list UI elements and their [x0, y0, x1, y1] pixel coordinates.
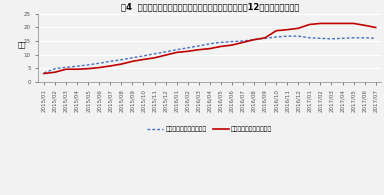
リサイクル中業種出店数 — [340, 37, 345, 40]
リサイクル中業種出店数 — [351, 37, 356, 39]
リサイクル中業種退店数 — [64, 68, 68, 70]
リサイクル中業種退店数 — [197, 49, 201, 51]
リサイクル中業種出店数 — [252, 38, 257, 41]
リサイクル中業種退店数 — [218, 45, 223, 48]
リサイクル中業種出店数 — [241, 40, 245, 42]
リサイクル中業種退店数 — [274, 30, 278, 32]
リサイクル中業種出店数 — [373, 37, 378, 40]
リサイクル中業種退店数 — [75, 68, 79, 70]
Title: 図4  リサイクル中業種における月別出店数･退店数の12ヶ月移動平均推移: 図4 リサイクル中業種における月別出店数･退店数の12ヶ月移動平均推移 — [121, 3, 299, 12]
リサイクル中業種出店数 — [318, 37, 323, 40]
リサイクル中業種退店数 — [296, 27, 301, 29]
リサイクル中業種出店数 — [307, 37, 312, 39]
Line: リサイクル中業種退店数: リサイクル中業種退店数 — [44, 23, 376, 74]
リサイクル中業種出店数 — [119, 58, 124, 61]
リサイクル中業種退店数 — [351, 22, 356, 25]
リサイクル中業種退店数 — [141, 58, 146, 61]
リサイクル中業種退店数 — [241, 41, 245, 43]
リサイクル中業種出店数 — [108, 60, 113, 63]
リサイクル中業種出店数 — [130, 57, 135, 59]
リサイクル中業種出店数 — [152, 53, 157, 55]
リサイクル中業種出店数 — [141, 55, 146, 57]
リサイクル中業種出店数 — [86, 64, 91, 66]
リサイクル中業種退店数 — [318, 22, 323, 25]
リサイクル中業種出店数 — [53, 67, 57, 70]
リサイクル中業種退店数 — [362, 24, 367, 27]
リサイクル中業種退店数 — [108, 65, 113, 67]
リサイクル中業種退店数 — [230, 44, 234, 46]
リサイクル中業種出店数 — [218, 41, 223, 43]
リサイクル中業種出店数 — [274, 36, 278, 38]
Legend: リサイクル中業種出店数, リサイクル中業種退店数: リサイクル中業種出店数, リサイクル中業種退店数 — [145, 124, 275, 135]
リサイクル中業種退店数 — [185, 50, 190, 52]
リサイクル中業種退店数 — [207, 47, 212, 50]
リサイクル中業種退店数 — [152, 57, 157, 59]
リサイクル中業種出店数 — [64, 66, 68, 68]
リサイクル中業種退店数 — [41, 72, 46, 75]
リサイクル中業種出店数 — [174, 49, 179, 51]
リサイクル中業種出店数 — [41, 72, 46, 74]
リサイクル中業種退店数 — [340, 22, 345, 25]
リサイクル中業種退店数 — [252, 38, 257, 41]
リサイクル中業種出店数 — [185, 47, 190, 49]
Line: リサイクル中業種出店数: リサイクル中業種出店数 — [44, 36, 376, 73]
リサイクル中業種退店数 — [329, 22, 334, 25]
リサイクル中業種出店数 — [197, 45, 201, 47]
リサイクル中業種出店数 — [263, 37, 267, 40]
リサイクル中業種退店数 — [130, 60, 135, 63]
リサイクル中業種出店数 — [97, 62, 101, 64]
リサイクル中業種出店数 — [296, 35, 301, 37]
リサイクル中業種退店数 — [285, 28, 290, 31]
リサイクル中業種退店数 — [373, 26, 378, 29]
リサイクル中業種退店数 — [263, 37, 267, 39]
リサイクル中業種退店数 — [174, 51, 179, 54]
Y-axis label: 店数: 店数 — [18, 41, 26, 48]
リサイクル中業種退店数 — [119, 63, 124, 65]
リサイクル中業種出店数 — [163, 51, 168, 53]
リサイクル中業種退店数 — [86, 67, 91, 70]
リサイクル中業種退店数 — [163, 54, 168, 56]
リサイクル中業種出店数 — [75, 65, 79, 67]
リサイクル中業種退店数 — [97, 66, 101, 69]
リサイクル中業種出店数 — [230, 40, 234, 43]
リサイクル中業種退店数 — [307, 23, 312, 26]
リサイクル中業種出店数 — [285, 35, 290, 37]
リサイクル中業種出店数 — [207, 43, 212, 45]
リサイクル中業種退店数 — [53, 71, 57, 73]
リサイクル中業種出店数 — [329, 38, 334, 40]
リサイクル中業種出店数 — [362, 37, 367, 39]
